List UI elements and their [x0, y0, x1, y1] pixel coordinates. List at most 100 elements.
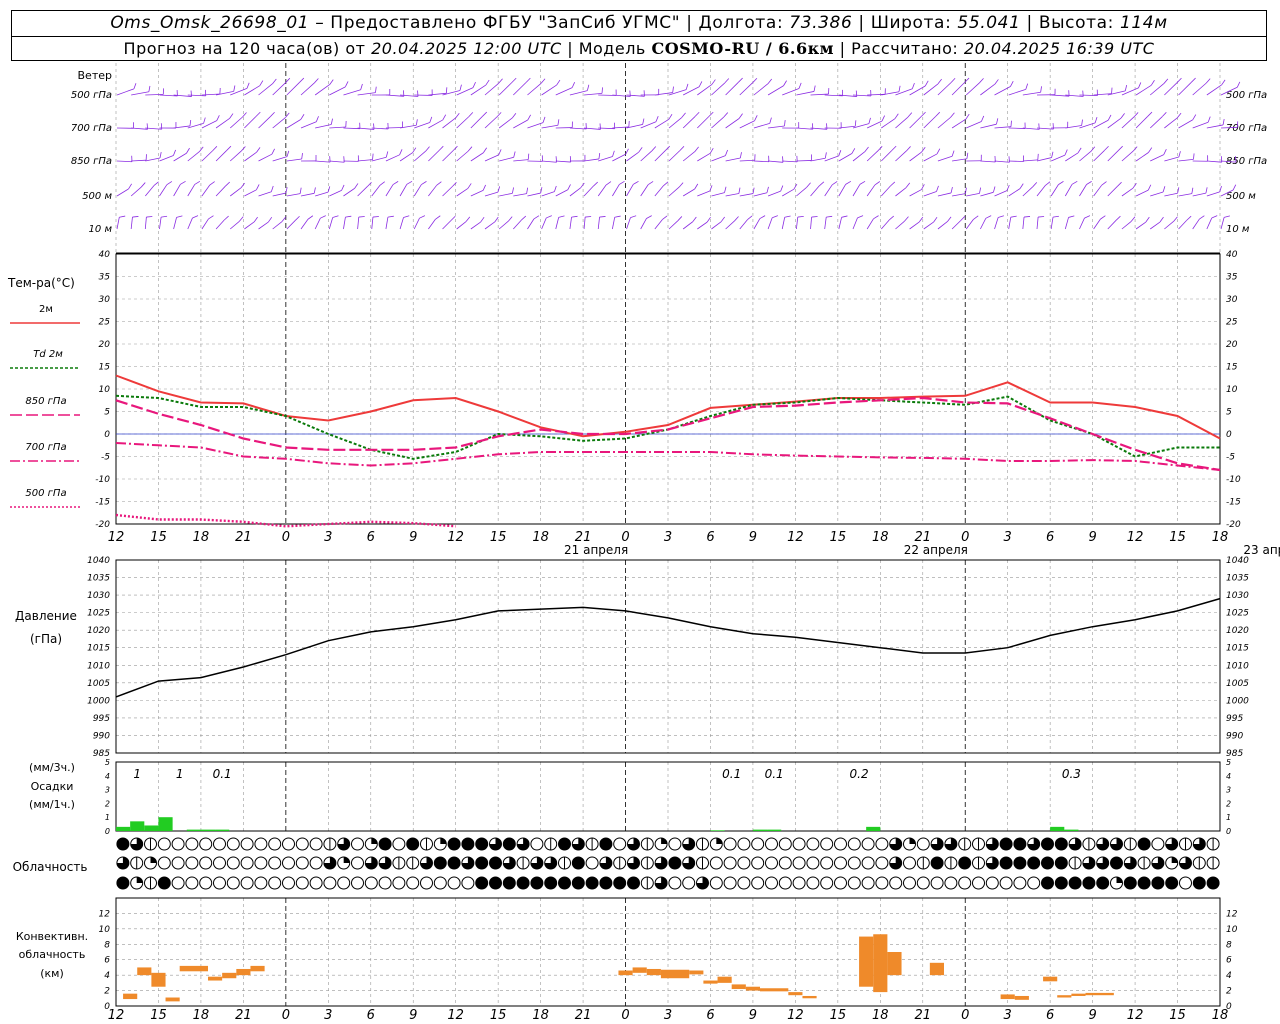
cloud-symbol [820, 876, 834, 890]
wind-barb [569, 127, 587, 130]
wind-barb [385, 184, 394, 197]
wind-barb [272, 192, 286, 197]
wind-barb [1107, 90, 1126, 96]
wind-barb-flag [140, 182, 146, 188]
wind-barb-flag [752, 187, 755, 194]
precip-total-label: 0.2 [850, 767, 869, 781]
x-tick-label: 15 [150, 1008, 167, 1023]
wind-barb [895, 150, 907, 162]
cloud-symbol [116, 837, 130, 851]
wind-level-label-right: 500 гПа [1226, 90, 1267, 101]
y-tick-label-right: 20 [1226, 340, 1238, 350]
wind-level-label-left: 500 м [82, 191, 112, 202]
wind-barb-flag [415, 119, 418, 126]
wind-barb [456, 221, 467, 230]
wind-barb [739, 120, 755, 129]
conv-tick-right: 0 [1226, 1002, 1232, 1012]
wind-barb [796, 127, 813, 130]
wind-barb-flag [372, 216, 379, 218]
wind-barb [1022, 217, 1025, 230]
wind-barb [965, 82, 980, 96]
wind-barb-flag [435, 215, 441, 220]
wind-barb-flag [598, 152, 601, 160]
wind-barb [272, 221, 283, 230]
wind-barb-flag [738, 187, 741, 194]
convective-cloud-bar [1000, 994, 1015, 1000]
wind-barb [1206, 160, 1222, 163]
wind-barb-flag [546, 215, 552, 219]
wind-barb [1050, 217, 1054, 230]
wind-barb [315, 191, 329, 197]
cloud-symbol-fill [1096, 838, 1109, 850]
cloud-symbol [157, 876, 171, 890]
cloud-symbol [1041, 876, 1054, 890]
wind-barb [952, 193, 966, 197]
y-tick-label-left: 0 [104, 430, 110, 440]
wind-title: Ветер [78, 69, 112, 82]
cloud-symbol-fill [682, 857, 695, 870]
wind-barb [697, 84, 713, 96]
wind-barb-flag [619, 180, 625, 185]
wind-barb-flag [233, 85, 236, 92]
precip-tick-right: 3 [1226, 786, 1231, 795]
wind-barb [739, 219, 748, 230]
wind-barb [569, 90, 588, 96]
wind-barb [824, 217, 827, 230]
wind-barb-flag [161, 215, 168, 218]
wind-barb [314, 84, 330, 96]
wind-barb-flag [724, 186, 727, 193]
wind-barb [541, 191, 555, 197]
cloud-symbol-fill [909, 838, 916, 844]
cloud-symbol [1013, 876, 1027, 890]
wind-barb [187, 184, 196, 197]
wind-barb-flag [769, 117, 772, 124]
wind-barb [1107, 220, 1117, 230]
wind-barb [1164, 82, 1178, 96]
wind-barb [980, 191, 994, 197]
cloud-symbol [1068, 876, 1082, 890]
wind-barb [937, 155, 953, 162]
cloud-symbol [1054, 837, 1068, 851]
wind-barb-flag [1019, 183, 1024, 189]
cloud-symbol [1013, 837, 1027, 851]
wind-barb [399, 217, 404, 230]
wind-barb-flag [694, 183, 699, 190]
cloud-symbol [295, 856, 309, 870]
x-tick-label: 21 [914, 1008, 931, 1023]
wind-barb [824, 94, 843, 97]
x-tick-label: 15 [1169, 1008, 1186, 1023]
wind-barb [513, 193, 527, 197]
wind-barb-flag [935, 111, 941, 117]
wind-barb-flag [979, 78, 984, 84]
cloud-symbol [847, 876, 861, 890]
wind-barb-flag [904, 216, 909, 222]
wind-barb [187, 94, 206, 97]
convective-cloud-bar [179, 965, 208, 972]
wind-barb-flag [894, 113, 899, 119]
wind-barb [753, 83, 769, 96]
wind-barb [258, 153, 273, 162]
y-tick-label-right: 1010 [1226, 661, 1249, 671]
x-tick-label: 21 [914, 530, 931, 545]
wind-barb [428, 150, 440, 162]
wind-barb [668, 220, 679, 230]
cloud-symbol [778, 837, 792, 851]
cloud-symbol [668, 856, 682, 870]
wind-barb [229, 116, 243, 129]
cloud-symbol [806, 837, 820, 851]
wind-barb [513, 219, 522, 230]
wind-barb-flag [525, 77, 531, 83]
cloud-symbol [240, 856, 254, 870]
wind-barb [229, 220, 240, 230]
wind-barb-flag [1177, 112, 1182, 119]
cloud-symbol [599, 876, 613, 890]
precip-tick-left: 3 [105, 786, 110, 795]
cloud-symbol [213, 856, 226, 870]
wind-barb-flag [851, 148, 856, 154]
cloud-symbol [268, 856, 282, 870]
convective-cloud-bar [646, 968, 661, 976]
wind-barb [1093, 218, 1101, 230]
wind-barb-flag [527, 114, 531, 121]
wind-barb [329, 126, 346, 129]
latitude-label: Широта: [870, 13, 952, 33]
